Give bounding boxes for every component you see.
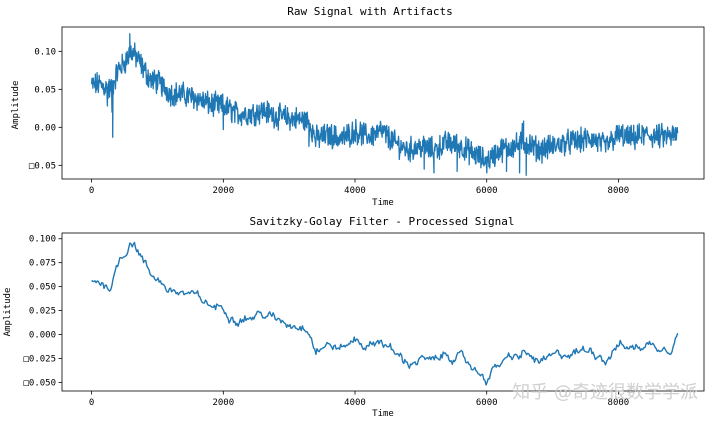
series-line (90, 33, 679, 176)
ytick-label: □0.050 (23, 378, 56, 388)
xtick-label: 8000 (608, 398, 630, 408)
raw-signal-series (90, 33, 679, 176)
series-line (91, 241, 679, 386)
filtered-signal-axes-frame (61, 232, 705, 392)
raw-signal-title: Raw Signal with Artifacts (287, 5, 453, 18)
raw-signal-panel: Raw Signal with Artifacts Amplitude Time… (11, 5, 705, 208)
ytick-label: 0.05 (34, 85, 56, 95)
filtered-signal-ylabel: Amplitude (3, 288, 13, 337)
ytick-label: □0.025 (23, 354, 56, 364)
xtick-label: 6000 (476, 398, 498, 408)
raw-signal-ticks: 0 2000 4000 6000 8000 □0.05 0.00 0.05 0.10 (29, 47, 629, 196)
raw-signal-axes-frame (61, 26, 705, 180)
filtered-signal-ticks: 0 2000 4000 6000 8000 □0.050 □0.025 0.000 0.025 0… (23, 235, 629, 408)
ytick-label: 0.050 (29, 283, 56, 293)
ytick-label: 0.00 (34, 123, 56, 133)
filtered-signal-title: Savitzky-Golay Filter - Processed Signal (250, 215, 515, 228)
watermark: 知乎 @奇迹很数学学派 (512, 382, 698, 403)
xtick-label: 2000 (212, 398, 234, 408)
ytick-label: 0.10 (34, 47, 56, 57)
ytick-label: 0.025 (29, 307, 56, 317)
xtick-label: 2000 (212, 186, 234, 196)
xtick-label: 8000 (608, 186, 630, 196)
xtick-label: 0 (89, 186, 94, 196)
filtered-signal-xlabel: Time (372, 409, 394, 419)
xtick-label: 6000 (476, 186, 498, 196)
ytick-label: 0.000 (29, 331, 56, 341)
raw-signal-xlabel: Time (372, 198, 394, 208)
xtick-label: 4000 (344, 186, 366, 196)
filtered-signal-panel: Savitzky-Golay Filter - Processed Signal… (3, 215, 705, 419)
xtick-label: 4000 (344, 398, 366, 408)
filtered-signal-series (91, 241, 679, 386)
ytick-label: 0.100 (29, 235, 56, 245)
xtick-label: 0 (89, 398, 94, 408)
ytick-label: 0.075 (29, 259, 56, 269)
raw-signal-ylabel: Amplitude (11, 81, 21, 130)
ytick-label: □0.05 (29, 161, 56, 171)
